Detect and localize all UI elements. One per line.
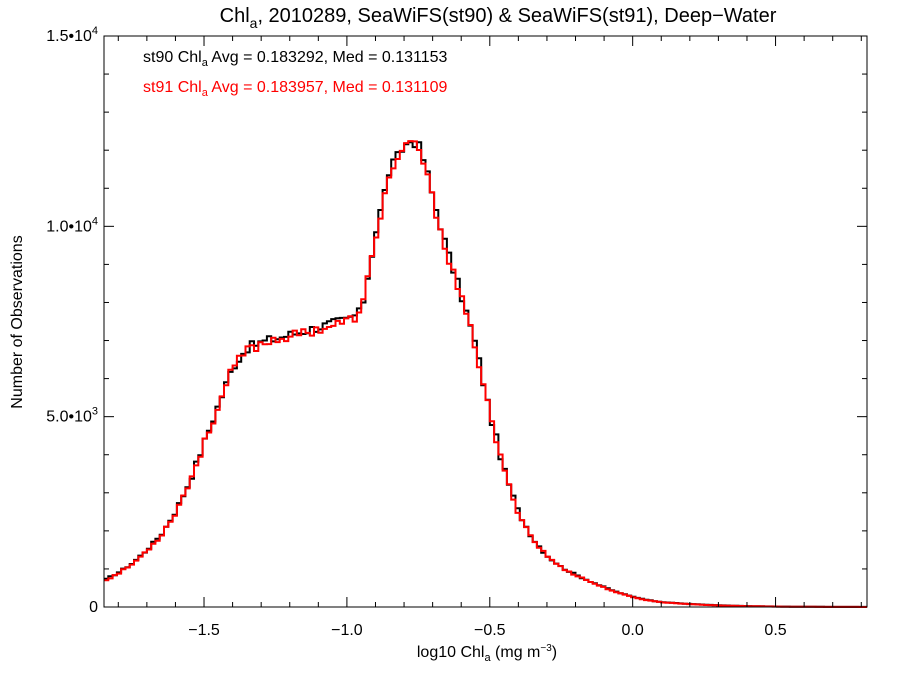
x-tick-label: 0.5	[764, 622, 786, 639]
x-axis-label-subscript: a	[484, 652, 491, 664]
chart-title-rest: , 2010289, SeaWiFS(st90) & SeaWiFS(st91)…	[257, 5, 776, 27]
chart-title: Chla, 2010289, SeaWiFS(st90) & SeaWiFS(s…	[220, 5, 777, 31]
annotation-st90-subscript: a	[202, 57, 209, 69]
series-st91-line	[104, 140, 867, 608]
y-tick-label: 5.0•103	[46, 406, 98, 426]
x-axis-label-units: (mg m	[491, 644, 541, 661]
chart-title-prefix: Chl	[220, 5, 250, 27]
annotation-st91-subscript: a	[202, 87, 209, 99]
x-tick-label: 0.0	[622, 622, 644, 639]
plot-frame	[103, 35, 868, 608]
x-tick-label: −0.5	[474, 622, 506, 639]
x-tick-label: −1.0	[331, 622, 363, 639]
y-axis-label: Number of Observations	[9, 235, 26, 408]
x-tick-label: −1.5	[188, 622, 220, 639]
annotation-st90: st90 Chla Avg = 0.183292, Med = 0.131153	[143, 49, 448, 69]
y-tick-label: 0	[89, 599, 98, 616]
x-axis-label: log10 Chla (mg m−3)	[417, 643, 557, 664]
x-axis-label-prefix: log10 Chl	[417, 644, 485, 661]
x-axis-ticks: −1.5 −1.0 −0.5 0.0 0.5	[117, 36, 862, 639]
y-tick-label: 1.5•104	[46, 25, 98, 45]
annotation-st91-prefix: st91 Chl	[143, 79, 202, 96]
annotation-st91: st91 Chla Avg = 0.183957, Med = 0.131109	[143, 79, 448, 99]
y-axis-ticks: 0 5.0•103 1.0•104 1.5•104	[46, 25, 867, 616]
chart-title-subscript: a	[250, 15, 258, 31]
x-axis-label-close: )	[552, 644, 557, 661]
annotation-st90-prefix: st90 Chl	[143, 49, 202, 66]
x-axis-label-superscript: −3	[540, 643, 552, 654]
annotation-st91-rest: Avg = 0.183957, Med = 0.131109	[208, 79, 448, 96]
y-tick-label: 1.0•104	[46, 215, 98, 235]
annotation-st90-rest: Avg = 0.183292, Med = 0.131153	[208, 49, 448, 66]
